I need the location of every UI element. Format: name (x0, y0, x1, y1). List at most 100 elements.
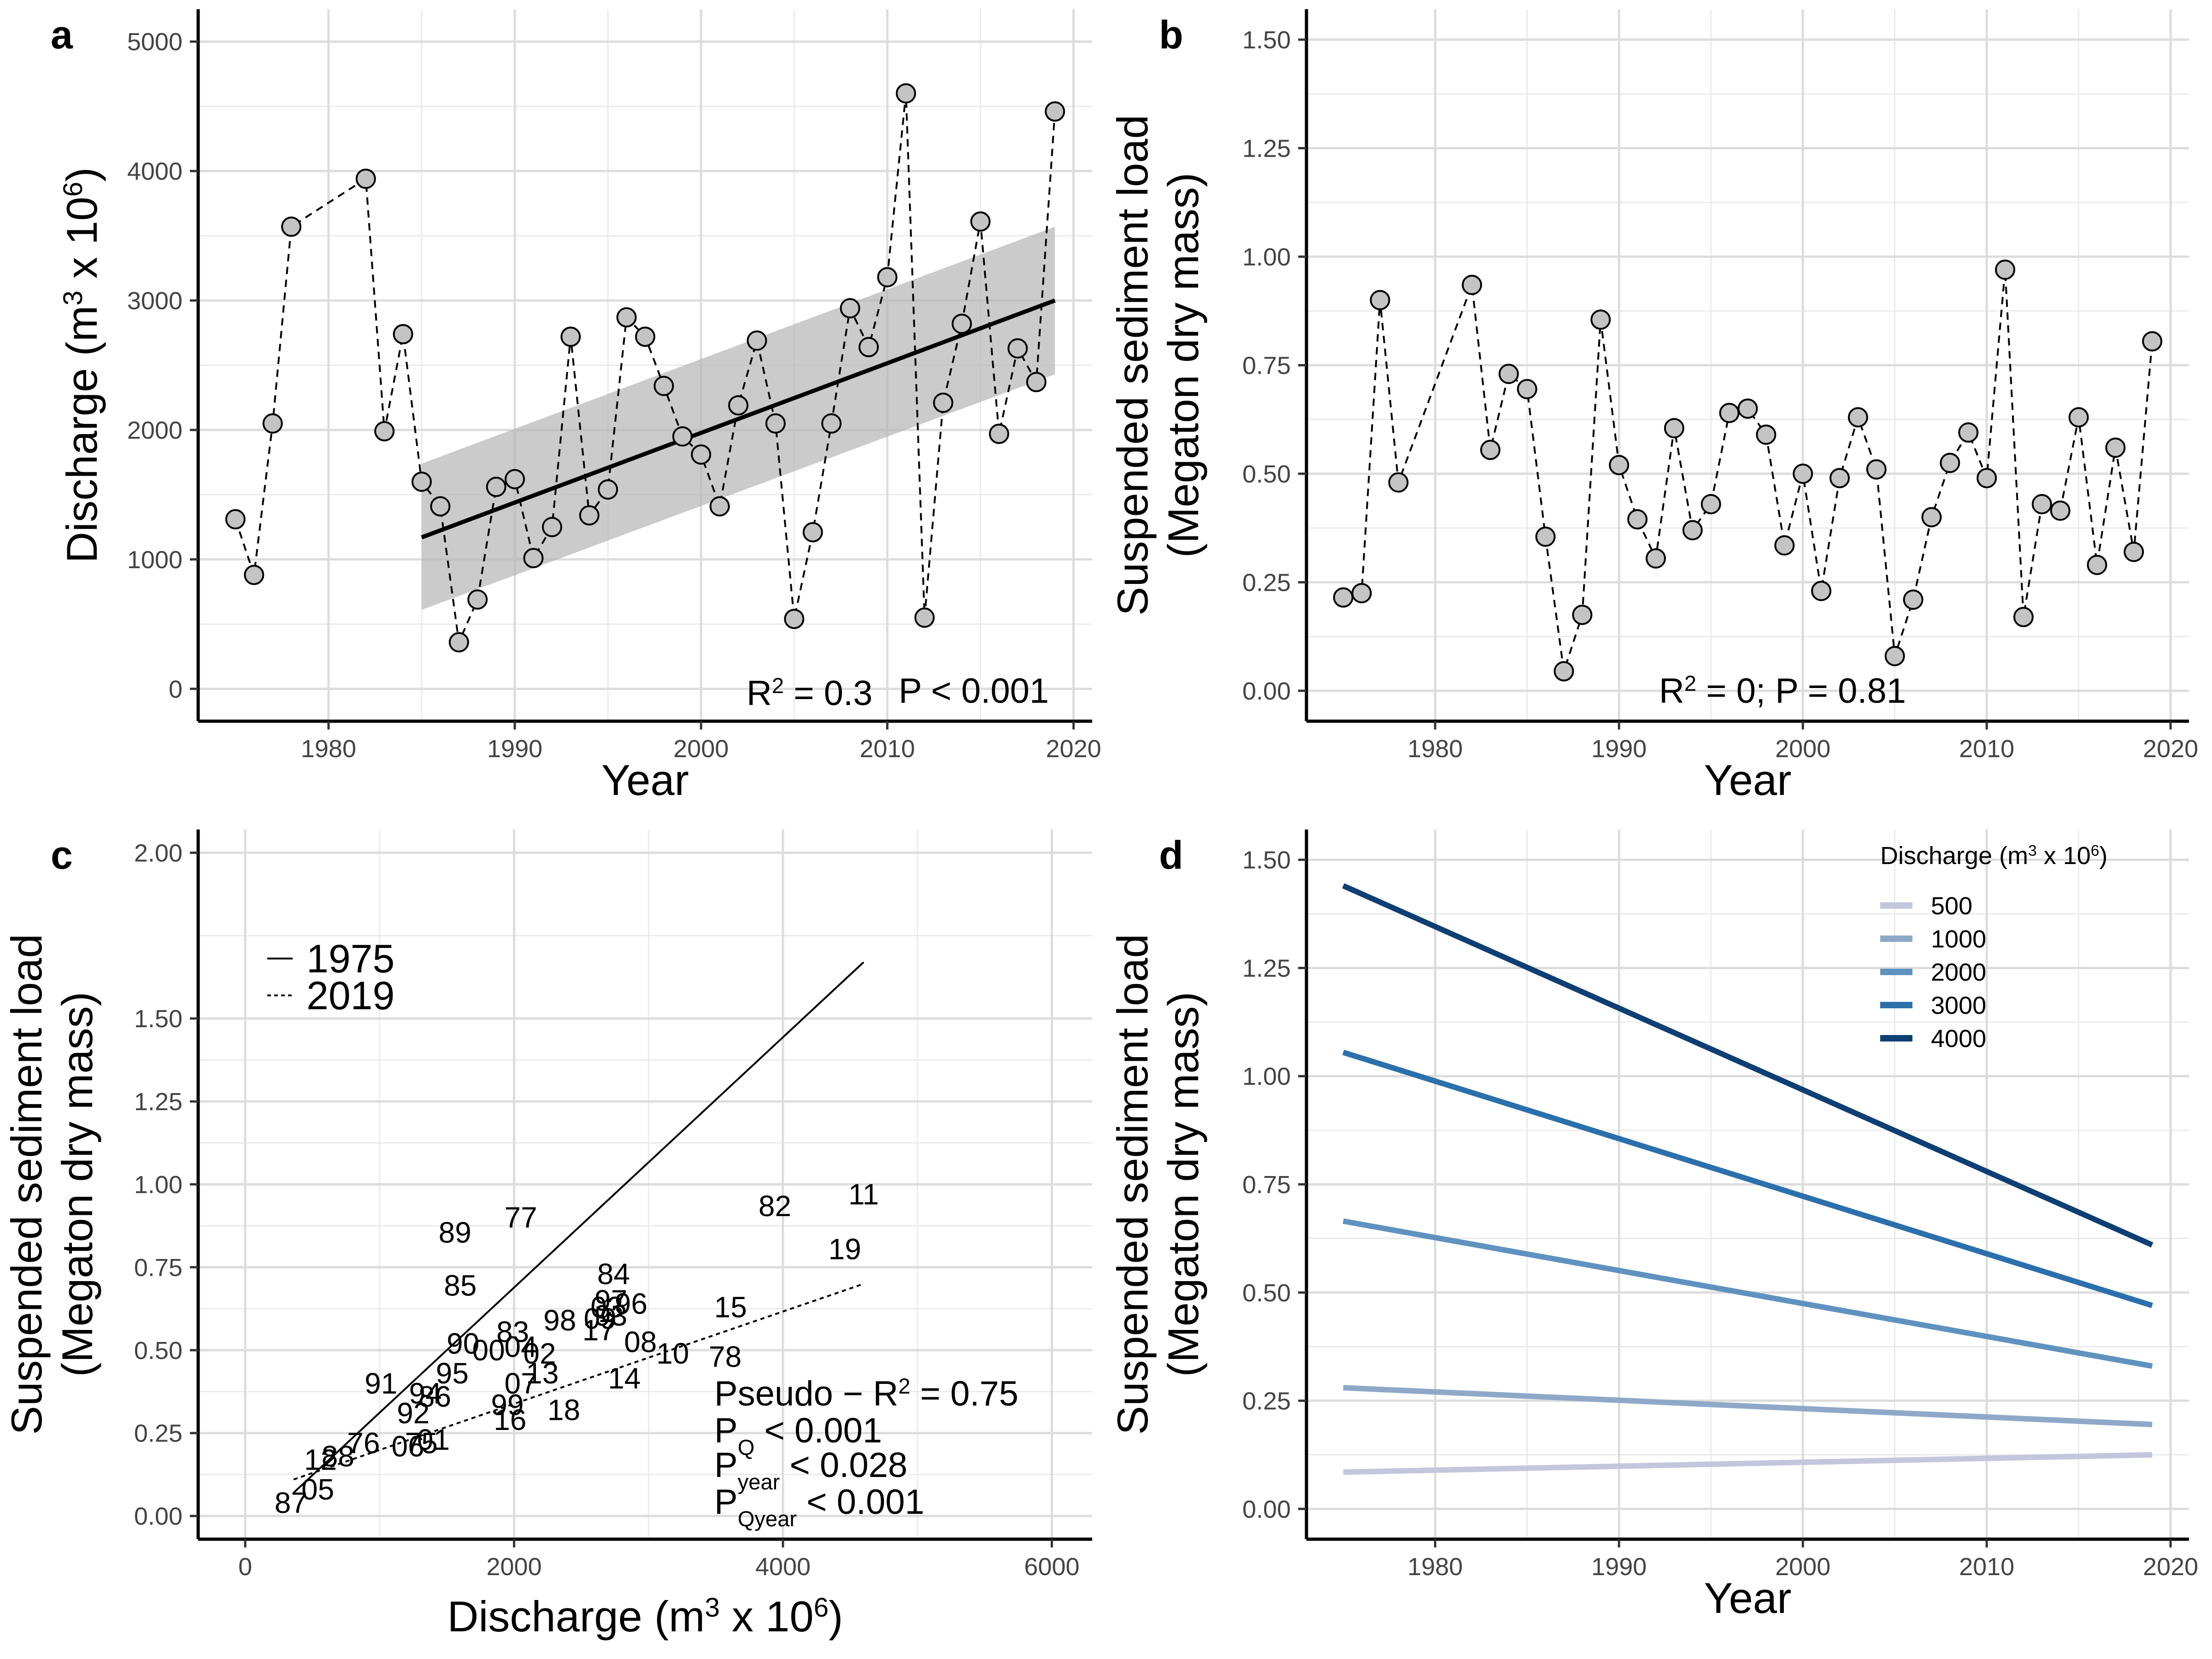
legend-label-4000: 4000 (1931, 1025, 1986, 1053)
series-line-1000 (1343, 1385, 2153, 1428)
y-axis-title-line1: Suspended sediment load (2, 934, 51, 1435)
text-span: 2 (772, 673, 784, 698)
y-axis-title: Discharge (m3 x 106) (58, 167, 106, 563)
text-span: = 0; P = 0.81 (1696, 671, 1906, 711)
data-point (1940, 453, 1960, 473)
text-span: ) (829, 1592, 843, 1641)
text-span: Qyear (738, 1506, 797, 1531)
year-point-label: 78 (709, 1340, 741, 1373)
panel-label: d (1159, 833, 1183, 877)
year-point-label: 96 (615, 1287, 647, 1320)
year-point-label: 85 (444, 1269, 477, 1302)
data-point (579, 505, 600, 526)
year-point-label: 95 (436, 1357, 469, 1390)
data-point (598, 479, 618, 500)
data-point (1793, 464, 1813, 484)
data-point (877, 267, 898, 288)
y-tick-label: 1.25 (1242, 135, 1291, 162)
pseudo-r2-annotation: Pseudo − R2 = 0.75 (714, 1374, 1018, 1414)
text-span: 2 (898, 1374, 910, 1398)
y-tick-label: 3000 (127, 287, 182, 315)
gridlines (198, 830, 1092, 1539)
legend-title: Discharge (m3 x 106) (1880, 842, 2107, 870)
y-tick-label: 4000 (127, 158, 182, 185)
data-point (1903, 589, 1924, 610)
panel-d: 1980 1990 2000 2010 2020 0.00 0.25 0.50 0.75 1.00… (1108, 830, 2198, 1622)
panel-label: c (51, 833, 73, 877)
year-point-label: 82 (759, 1189, 791, 1223)
x-tick-label: 2000 (1775, 1553, 1830, 1581)
y-tick-label: 0.75 (134, 1254, 182, 1282)
legend-label-1975: 1975 (306, 937, 394, 981)
data-point (728, 395, 749, 416)
y-tick-label: 2.00 (134, 839, 182, 867)
text-span: Q (738, 1435, 755, 1459)
series-line-4000 (1342, 883, 2153, 1247)
p-discharge-annotation: PQ < 0.001 (714, 1411, 882, 1459)
data-point (1866, 459, 1887, 480)
year-point-label: 08 (624, 1325, 657, 1359)
p-year-annotation: Pyear < 0.028 (714, 1446, 907, 1494)
data-point (1388, 472, 1409, 493)
year-point-label: 90 (447, 1327, 479, 1360)
y-tick-label: 0.00 (1242, 1495, 1291, 1523)
data-point (1462, 275, 1483, 295)
data-point (1847, 407, 1868, 428)
y-axis-title-line2: (Megaton dry mass) (1159, 992, 1207, 1377)
text-span: Pseudo − R (714, 1374, 898, 1413)
data-point (802, 522, 823, 542)
text-span: P (714, 1483, 738, 1522)
p-value-annotation: P < 0.001 (899, 671, 1049, 711)
x-tick-label: 6000 (1024, 1553, 1079, 1581)
y-tick-label: 2000 (127, 417, 182, 444)
data-point (374, 421, 395, 441)
data-point (225, 509, 246, 529)
text-span: x 10 (720, 1592, 814, 1641)
text-span: Discharge (m (58, 306, 106, 563)
y-tick-label: 0.00 (134, 1503, 182, 1530)
data-point (505, 469, 525, 489)
x-tick-label: 2020 (2143, 1553, 2198, 1581)
data-point (281, 216, 302, 237)
series-line-2000 (1342, 1218, 2153, 1369)
year-point-label: 89 (439, 1216, 471, 1249)
year-point-label: 17 (582, 1314, 615, 1347)
text-span: 3 (2028, 842, 2037, 859)
data-point (988, 424, 1009, 444)
data-point (691, 444, 712, 465)
data-point (393, 324, 413, 345)
x-tick-label: 1990 (487, 735, 542, 763)
text-span: 2 (1684, 671, 1696, 695)
x-tick-label: 1990 (1591, 1553, 1647, 1581)
panel-b: 1980 1990 2000 2010 2020 0.00 0.25 0.50 0.75 1.00… (1108, 9, 2198, 804)
year-point-label: 12 (304, 1443, 337, 1476)
panel-label: a (51, 13, 73, 57)
year-point-label: 88 (322, 1440, 354, 1473)
text-span: 6 (814, 1593, 829, 1623)
data-point (1884, 646, 1905, 666)
text-span: 3 (705, 1593, 719, 1623)
x-tick-label: 4000 (755, 1553, 811, 1581)
x-axis-title: Year (1704, 1574, 1792, 1622)
y-tick-label: 5000 (127, 28, 182, 56)
y-tick-label: 0.25 (1242, 1388, 1291, 1415)
legend-label-500: 500 (1931, 892, 1972, 920)
x-tick-label: 2020 (2143, 735, 2198, 763)
text-span: P (714, 1411, 738, 1450)
y-tick-label: 1000 (127, 546, 182, 574)
data-point (653, 376, 674, 396)
data-point (970, 211, 991, 232)
data-point (2087, 554, 2107, 575)
text-span: R (1659, 671, 1684, 711)
data-point (355, 168, 376, 189)
stats-annotation: R2 = 0; P = 0.81 (1659, 671, 1906, 711)
text-span: ) (58, 167, 106, 182)
text-span: Discharge (m (447, 1592, 705, 1641)
panel-a: 1980 1990 2000 2010 2020 0 1000 2000 3000 4000 500… (51, 9, 1101, 804)
data-point (1007, 338, 1028, 359)
x-tick-label: 2000 (486, 1553, 541, 1581)
data-point (1517, 379, 1537, 400)
data-point (895, 83, 916, 104)
text-span: < 0.028 (780, 1446, 907, 1485)
x-tick-label: 2020 (1046, 735, 1101, 763)
